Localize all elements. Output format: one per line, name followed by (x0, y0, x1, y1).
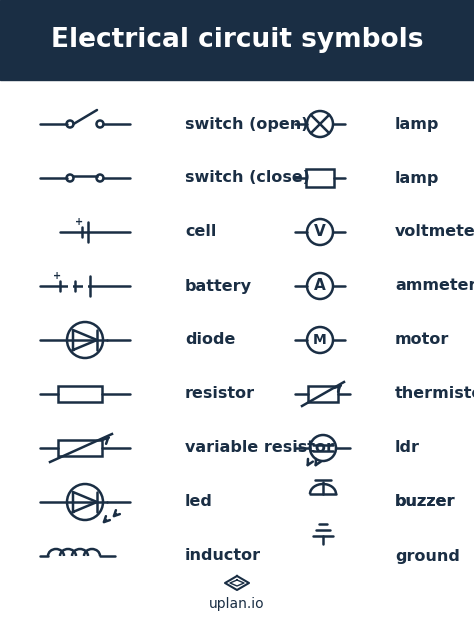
Circle shape (307, 219, 333, 245)
Bar (0, 0, 474, 80)
Text: variable resistor: variable resistor (185, 441, 334, 455)
Text: +: + (75, 217, 83, 227)
Circle shape (67, 484, 103, 520)
Text: ground: ground (395, 548, 460, 564)
Text: ldr: ldr (395, 441, 420, 455)
Text: voltmeter: voltmeter (395, 224, 474, 240)
Bar (58, 386, 102, 402)
Text: lamp: lamp (395, 171, 439, 186)
Circle shape (307, 111, 333, 137)
Text: motor: motor (395, 332, 449, 347)
Text: switch (open): switch (open) (185, 117, 309, 131)
Text: ammeter: ammeter (395, 278, 474, 294)
Circle shape (307, 327, 333, 353)
Circle shape (307, 273, 333, 299)
Circle shape (310, 435, 336, 461)
Text: resistor: resistor (185, 387, 255, 401)
Text: buzzer: buzzer (395, 495, 456, 510)
Text: switch (close): switch (close) (185, 171, 310, 186)
Text: diode: diode (185, 332, 236, 347)
Bar (308, 386, 338, 402)
Text: Electrical circuit symbols: Electrical circuit symbols (51, 27, 423, 53)
Text: uplan.io: uplan.io (209, 597, 265, 611)
Text: lamp: lamp (395, 117, 439, 131)
Text: led: led (185, 495, 213, 510)
Bar (58, 440, 102, 456)
Text: battery: battery (185, 278, 252, 294)
Text: cell: cell (185, 224, 216, 240)
Text: A: A (314, 278, 326, 294)
Text: thermistor: thermistor (395, 387, 474, 401)
Text: +: + (53, 271, 61, 281)
Text: buzzer: buzzer (395, 495, 456, 510)
Bar (306, 169, 334, 187)
Text: inductor: inductor (185, 548, 261, 564)
Text: M: M (313, 333, 327, 347)
Text: V: V (314, 224, 326, 240)
Circle shape (67, 322, 103, 358)
